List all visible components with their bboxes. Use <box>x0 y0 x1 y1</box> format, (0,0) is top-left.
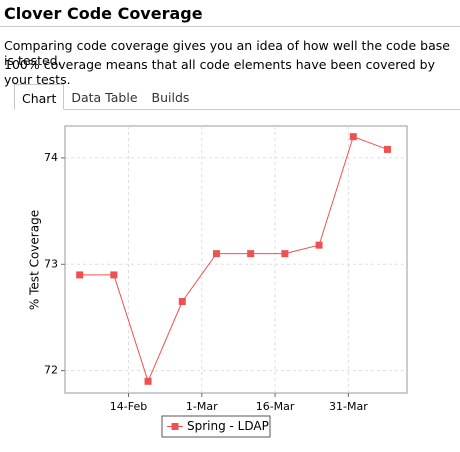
x-tick-label: 1-Mar <box>186 400 218 413</box>
tab[interactable]: Builds <box>151 90 190 105</box>
legend <box>161 415 271 438</box>
page-title: Clover Code Coverage <box>4 4 203 23</box>
series-line <box>79 135 388 383</box>
tab[interactable]: Chart <box>14 84 65 110</box>
legend-label: Spring - LDAP <box>187 419 269 433</box>
legend-marker <box>171 423 179 430</box>
data-point <box>315 241 323 249</box>
y-axis-label: % Test Coverage <box>28 210 42 310</box>
x-tick-label: 16-Mar <box>256 400 295 413</box>
tab-bar: Chart Data Table Builds <box>14 84 460 110</box>
x-tick-label: 14-Feb <box>110 400 147 413</box>
data-point <box>212 250 220 258</box>
data-point <box>110 271 118 279</box>
tab[interactable]: Data Table <box>71 90 138 105</box>
data-point <box>178 298 186 306</box>
data-point <box>76 271 84 279</box>
data-point <box>383 145 391 153</box>
data-point <box>247 250 255 258</box>
description: 100% coverage means that all code elemen… <box>4 57 435 87</box>
y-tick-label: 72 <box>44 364 58 377</box>
data-point <box>144 377 152 385</box>
data-point <box>349 133 357 141</box>
y-tick-label: 73 <box>44 257 58 270</box>
y-tick-label: 74 <box>44 151 58 164</box>
description: Comparing code coverage gives you an ide… <box>4 38 450 68</box>
title-rule <box>0 26 460 27</box>
x-tick-label: 31-Mar <box>329 400 368 413</box>
data-point <box>281 250 289 258</box>
plot-area <box>64 125 408 394</box>
